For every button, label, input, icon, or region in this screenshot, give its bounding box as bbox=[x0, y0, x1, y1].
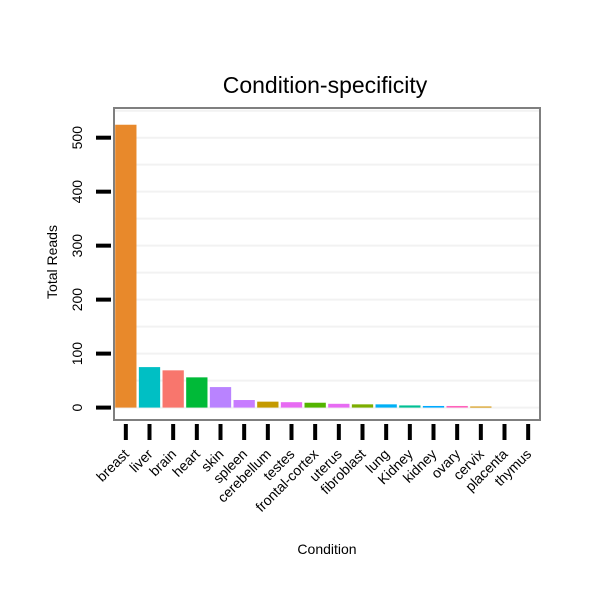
bar-spleen bbox=[233, 400, 255, 408]
y-tick-label: 200 bbox=[69, 288, 85, 312]
bar-cerebellum bbox=[257, 401, 279, 408]
bar-kidney bbox=[399, 405, 421, 408]
y-tick-label: 100 bbox=[69, 342, 85, 366]
bar-liver bbox=[138, 367, 161, 408]
bar-kidney bbox=[422, 405, 445, 408]
plot-background bbox=[114, 108, 540, 420]
y-tick-label: 300 bbox=[69, 234, 85, 258]
grid-lines bbox=[114, 109, 540, 409]
bar-uterus bbox=[328, 403, 350, 408]
bar-testes bbox=[280, 402, 303, 408]
bar-lung bbox=[375, 404, 397, 408]
bar-cervix bbox=[470, 406, 492, 408]
bar-brain bbox=[162, 370, 184, 408]
bars bbox=[115, 124, 492, 408]
bar-skin bbox=[209, 387, 232, 408]
bar-breast bbox=[115, 124, 137, 408]
bar-frontal-cortex bbox=[304, 402, 326, 408]
chart-title: Condition-specificity bbox=[223, 72, 428, 98]
plot-border bbox=[113, 107, 541, 421]
bar-ovary bbox=[446, 405, 468, 408]
y-tick-label: 400 bbox=[69, 180, 85, 204]
x-axis-label: Condition bbox=[297, 541, 356, 557]
y-tick-label: 0 bbox=[69, 403, 85, 411]
x-axis: breastliverbrainheartskinspleencerebellu… bbox=[93, 424, 534, 515]
plot-area bbox=[114, 108, 540, 420]
y-axis-label: Total Reads bbox=[44, 225, 60, 299]
bar-fibroblast bbox=[351, 404, 374, 408]
y-axis: 0 100 200 300 400 500 bbox=[69, 126, 111, 411]
y-tick-label: 500 bbox=[69, 126, 85, 150]
bar-heart bbox=[186, 377, 208, 408]
